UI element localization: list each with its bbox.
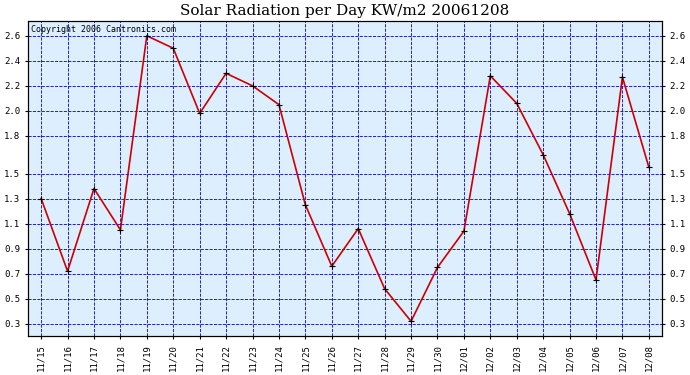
Text: Copyright 2006 Cantronics.com: Copyright 2006 Cantronics.com (31, 26, 176, 34)
Title: Solar Radiation per Day KW/m2 20061208: Solar Radiation per Day KW/m2 20061208 (180, 4, 510, 18)
